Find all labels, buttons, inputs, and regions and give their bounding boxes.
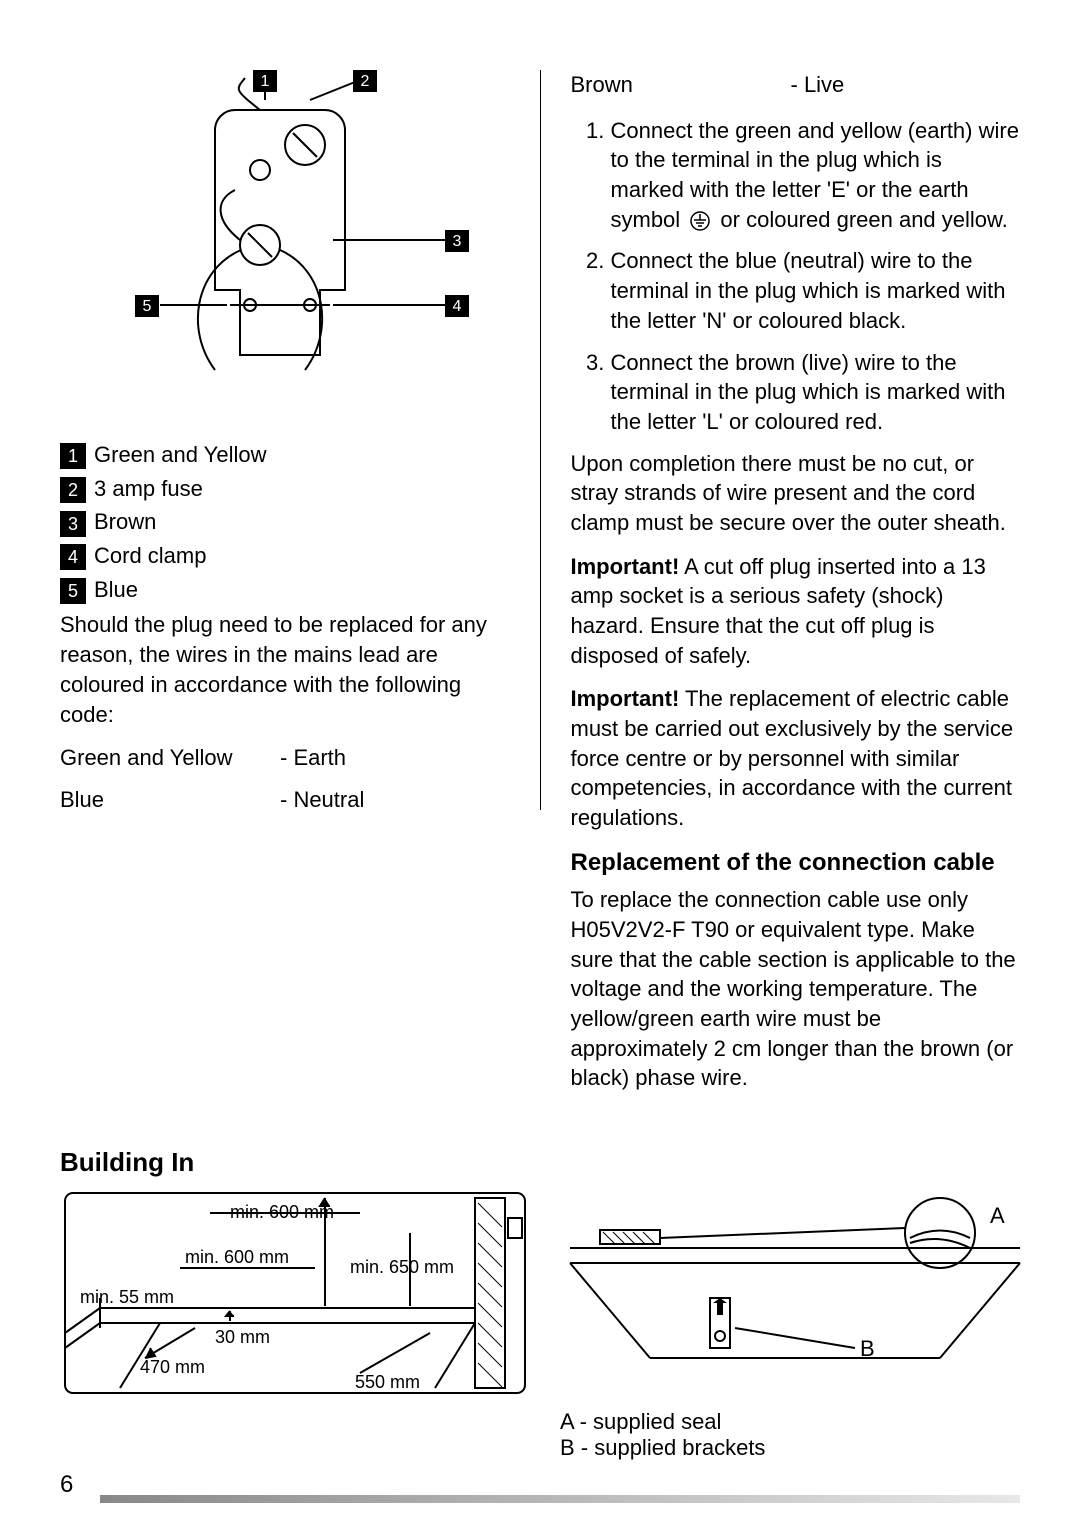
earth-icon	[690, 211, 710, 231]
dim-top: min. 600 mm	[230, 1202, 334, 1222]
dim-left: min. 55 mm	[80, 1287, 174, 1307]
ab-legend: A - supplied seal B - supplied brackets	[560, 1409, 1030, 1461]
dim-mid: 30 mm	[215, 1327, 270, 1347]
important-1-label: Important!	[571, 554, 680, 579]
column-divider	[540, 70, 541, 810]
wire-codes-left: Green and Yellow - Earth Blue - Neutral	[60, 743, 510, 814]
legend-num-1: 1	[60, 443, 86, 469]
callout-5: 5	[142, 298, 151, 315]
plug-diagram: 1 2 3 4 5	[95, 70, 475, 420]
step-1: Connect the green and yellow (earth) wir…	[611, 116, 1021, 235]
wire-desig-live: - Live	[791, 70, 845, 100]
dim-bottom-right: 550 mm	[355, 1372, 420, 1392]
wire-color-0: Green and Yellow	[60, 743, 280, 773]
building-in-heading: Building In	[60, 1147, 1020, 1178]
ab-diagram: A B	[560, 1188, 1030, 1398]
page-number: 6	[60, 1471, 73, 1499]
step-3: Connect the brown (live) wire to the ter…	[611, 348, 1021, 437]
ab-label-b: B	[860, 1336, 875, 1361]
connection-steps: Connect the green and yellow (earth) wir…	[571, 116, 1021, 437]
completion-paragraph: Upon completion there must be no cut, or…	[571, 449, 1021, 538]
callout-4: 4	[452, 298, 461, 315]
legend-label-3: Brown	[94, 509, 156, 534]
footer-stripe	[100, 1495, 1020, 1503]
legend-num-4: 4	[60, 544, 86, 570]
legend-label-4: Cord clamp	[94, 543, 206, 568]
important-1: Important! A cut off plug inserted into …	[571, 552, 1021, 671]
wire-color-1: Blue	[60, 785, 280, 815]
dim-right-upper: min. 650 mm	[350, 1257, 454, 1277]
callout-2: 2	[360, 73, 369, 90]
wire-desig-0: - Earth	[280, 743, 346, 773]
callout-3: 3	[452, 233, 461, 250]
dim-bottom-left: 470 mm	[140, 1357, 205, 1377]
legend-label-5: Blue	[94, 577, 138, 602]
legend-label-2: 3 amp fuse	[94, 476, 203, 501]
legend-num-3: 3	[60, 511, 86, 537]
dims-diagram: min. 600 mm min. 600 mm min. 650 mm min.…	[60, 1188, 530, 1398]
ab-label-a: A	[990, 1203, 1005, 1228]
step-2: Connect the blue (neutral) wire to the t…	[611, 246, 1021, 335]
legend-num-5: 5	[60, 578, 86, 604]
plug-legend: 1 Green and Yellow 2 3 amp fuse 3 Brown 4 Co…	[60, 440, 510, 604]
important-2: Important! The replacement of electric c…	[571, 684, 1021, 832]
ab-legend-b: B - supplied brackets	[560, 1435, 1030, 1461]
wire-color-brown: Brown	[571, 70, 791, 100]
legend-num-2: 2	[60, 477, 86, 503]
left-paragraph: Should the plug need to be replaced for …	[60, 610, 510, 729]
important-2-label: Important!	[571, 686, 680, 711]
dim-left-upper: min. 600 mm	[185, 1247, 289, 1267]
callout-1: 1	[260, 73, 269, 90]
ab-legend-a: A - supplied seal	[560, 1409, 1030, 1435]
legend-label-1: Green and Yellow	[94, 442, 266, 467]
wire-desig-1: - Neutral	[280, 785, 364, 815]
replacement-paragraph: To replace the connection cable use only…	[571, 885, 1021, 1093]
replacement-heading: Replacement of the connection cable	[571, 847, 1021, 879]
